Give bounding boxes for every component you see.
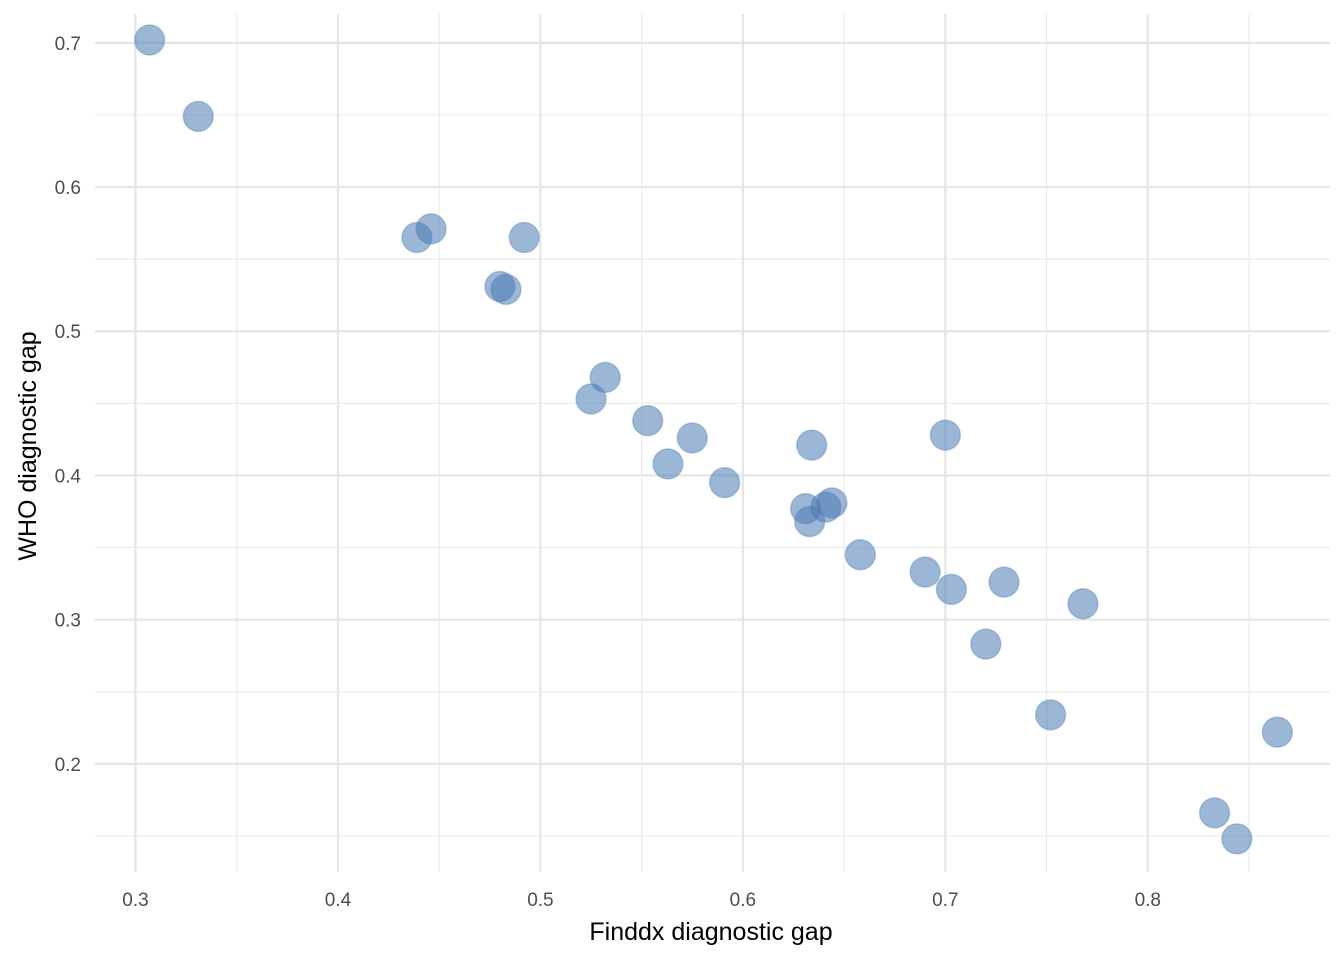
scatter-point <box>1221 823 1253 855</box>
scatter-point <box>652 448 684 480</box>
scatter-point <box>415 213 447 245</box>
scatter-point <box>182 100 215 133</box>
scatter-point <box>929 419 962 451</box>
scatter-point <box>988 566 1020 598</box>
scatter-point <box>589 361 621 394</box>
y-axis-title: WHO diagnostic gap <box>14 331 42 560</box>
y-tick-label: 0.3 <box>55 611 81 632</box>
x-tick-label: 0.5 <box>527 890 553 911</box>
x-axis-ticks: 0.3 0.4 0.5 0.6 0.7 0.8 <box>122 890 1161 911</box>
y-tick-label: 0.2 <box>55 755 81 776</box>
data-points <box>133 24 1294 855</box>
scatter-point <box>508 221 540 254</box>
scatter-point <box>676 422 709 454</box>
x-tick-label: 0.8 <box>1135 890 1161 911</box>
y-tick-label: 0.6 <box>55 178 81 199</box>
scatter-point <box>1198 797 1231 829</box>
scatter-point <box>970 628 1002 660</box>
minor-gridlines <box>95 14 1330 872</box>
x-tick-label: 0.7 <box>932 890 958 911</box>
scatter-point <box>708 466 741 499</box>
scatter-point <box>816 487 848 519</box>
scatter-point <box>844 539 877 571</box>
x-tick-label: 0.6 <box>730 890 756 911</box>
scatter-point <box>133 24 166 56</box>
scatter-point <box>575 383 607 415</box>
y-tick-label: 0.5 <box>55 322 81 343</box>
scatter-point <box>490 273 522 306</box>
x-axis-title: Finddx diagnostic gap <box>589 918 832 946</box>
scatter-point <box>795 429 828 461</box>
y-axis-ticks: 0.2 0.3 0.4 0.5 0.6 0.7 <box>55 34 82 776</box>
scatter-point <box>631 404 664 437</box>
scatter-point <box>935 573 968 606</box>
major-gridlines <box>95 14 1330 872</box>
x-tick-label: 0.4 <box>325 890 352 911</box>
x-tick-label: 0.3 <box>122 890 148 911</box>
y-tick-label: 0.4 <box>55 466 82 487</box>
scatter-point <box>1067 588 1099 620</box>
scatter-point <box>1034 699 1067 731</box>
y-tick-label: 0.7 <box>55 34 81 55</box>
scatter-point <box>909 556 941 588</box>
scatter-point <box>1261 716 1294 748</box>
